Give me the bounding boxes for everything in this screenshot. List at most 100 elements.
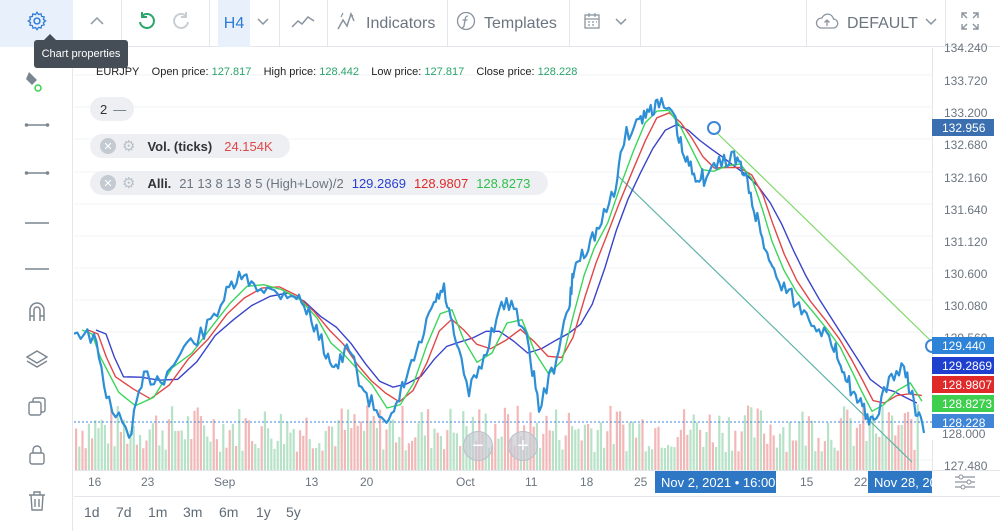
chevron-down-icon: [256, 14, 270, 33]
close-icon[interactable]: ✕: [100, 138, 116, 154]
gear-icon[interactable]: ⚙: [122, 175, 136, 192]
legend-collapse-toggle[interactable]: 2 —: [90, 97, 134, 121]
high-value: 128.442: [319, 66, 359, 78]
gear-icon: [26, 10, 48, 37]
alligator-lips-value: 128.8273: [476, 175, 531, 191]
crosshair-date-label: Nov 2, 2021 • 16:00: [655, 471, 776, 493]
indicators-button[interactable]: Indicators: [336, 0, 442, 47]
zoom-out-button[interactable]: −: [463, 431, 493, 461]
volume-name: Vol. (ticks): [147, 138, 213, 154]
time-label: Oct: [456, 475, 475, 489]
price-chart[interactable]: [74, 48, 1000, 495]
ray-tool[interactable]: [0, 113, 73, 137]
calendar-dropdown[interactable]: [608, 0, 634, 47]
indicators-label: Indicators: [366, 14, 436, 32]
legend-count: 2: [100, 101, 108, 117]
templates-button[interactable]: Templates: [456, 0, 566, 47]
open-value: 127.817: [211, 66, 252, 78]
interval-button[interactable]: H4: [218, 0, 250, 47]
gear-icon[interactable]: ⚙: [122, 138, 136, 155]
trend-line-upper[interactable]: [713, 129, 931, 341]
line-tool[interactable]: [0, 255, 73, 279]
chart-type-button[interactable]: [280, 0, 326, 47]
templates-label: Templates: [484, 14, 557, 32]
time-label: 11: [525, 475, 538, 489]
fullscreen-button[interactable]: [950, 0, 990, 47]
zoom-in-button[interactable]: +: [508, 431, 538, 461]
horizontal-line-tool[interactable]: [0, 209, 73, 233]
calendar-button[interactable]: [578, 0, 606, 47]
period-bar: [74, 496, 1000, 531]
price-tag: 128.228: [932, 414, 994, 431]
collapse-button[interactable]: [73, 0, 121, 47]
top-toolbar: H4 Indicators Templates DEFAULT: [0, 0, 1000, 47]
alligator-jaw-value: 129.2869: [351, 175, 406, 191]
chevron-down-icon: [924, 14, 938, 33]
period-button[interactable]: 1m: [148, 504, 168, 520]
period-button[interactable]: 7d: [116, 504, 132, 520]
redo-icon: [170, 10, 192, 37]
sliders-icon: [954, 474, 976, 494]
alligator-jaw-line: [95, 123, 918, 404]
axis-settings-button[interactable]: [954, 474, 976, 495]
period-button[interactable]: 1y: [256, 504, 271, 520]
price-label: 131.120: [944, 235, 988, 249]
fullscreen-icon: [960, 11, 980, 36]
price-tag: 128.8273: [932, 395, 994, 412]
time-label: 20: [360, 475, 374, 489]
layout-button[interactable]: DEFAULT: [815, 0, 918, 47]
price-label: 130.600: [944, 267, 988, 281]
time-axis[interactable]: [74, 470, 1000, 495]
price-label: 130.080: [944, 299, 988, 313]
alligator-params: 21 13 8 13 8 5 (High+Low)/2: [179, 175, 344, 191]
magnet-tool[interactable]: [0, 299, 73, 327]
chevron-up-icon: [88, 12, 106, 35]
segment-tool[interactable]: [0, 161, 73, 185]
layers-icon: [25, 349, 49, 374]
interval-dropdown[interactable]: [250, 0, 276, 47]
close-value: 128.228: [537, 66, 578, 78]
lock-tool[interactable]: [0, 443, 73, 471]
price-tag: 128.9807: [932, 376, 994, 393]
period-button[interactable]: 5y: [286, 504, 301, 520]
function-icon: [456, 11, 476, 36]
time-label: 22: [854, 475, 868, 489]
alligator-name: Alli.: [147, 175, 172, 191]
chart-grid: [74, 74, 932, 461]
close-icon[interactable]: ✕: [100, 175, 116, 191]
price-label: 133.720: [944, 74, 988, 88]
time-label: 25: [634, 475, 648, 489]
period-button[interactable]: 6m: [219, 504, 239, 520]
undo-button[interactable]: [130, 0, 164, 47]
magnet-icon: [26, 299, 48, 328]
chart-properties-button[interactable]: [0, 0, 73, 47]
lock-icon: [27, 444, 47, 471]
symbol: EURJPY: [96, 66, 140, 78]
period-button[interactable]: 1d: [84, 504, 100, 520]
open-label: Open price:: [151, 66, 209, 78]
alligator-legend: ✕ ⚙ Alli. 21 13 8 13 8 5 (High+Low)/2 12…: [90, 171, 548, 195]
alligator-teeth-line: [87, 111, 922, 404]
redo-button[interactable]: [164, 0, 198, 47]
high-label: High price:: [263, 66, 317, 78]
layout-dropdown[interactable]: [918, 0, 944, 47]
layers-tool[interactable]: [0, 347, 73, 375]
period-button[interactable]: 3m: [183, 504, 203, 520]
line-chart-icon: [291, 13, 315, 34]
time-label: 23: [141, 475, 155, 489]
calendar-icon: [583, 12, 601, 35]
indicators-icon: [336, 11, 358, 36]
clone-tool[interactable]: [0, 395, 73, 423]
trend-line-lower[interactable]: [617, 175, 913, 463]
paint-tool[interactable]: [0, 69, 73, 95]
copy-icon: [26, 396, 48, 423]
time-label: 15: [800, 475, 814, 489]
delete-tool[interactable]: [0, 489, 73, 517]
trend-line-handle[interactable]: [707, 121, 721, 135]
price-axis[interactable]: [932, 48, 1000, 470]
time-label: 13: [305, 475, 319, 489]
price-tag: 129.2869: [932, 357, 994, 374]
price-label: 131.640: [944, 203, 988, 217]
low-value: 127.817: [424, 66, 465, 78]
price-label: 127.480: [944, 459, 988, 473]
